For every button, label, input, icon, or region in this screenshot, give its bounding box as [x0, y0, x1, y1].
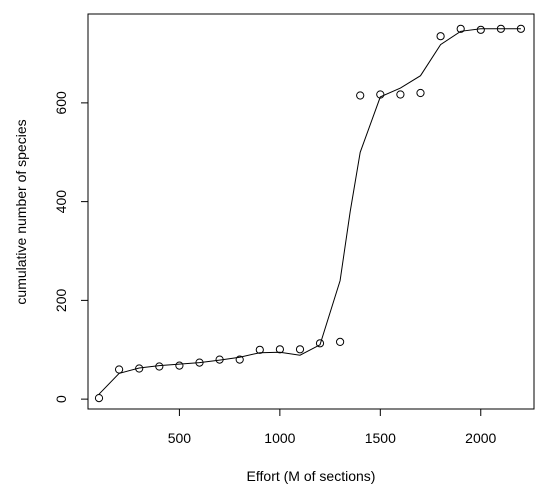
data-point	[235, 355, 244, 364]
data-point	[175, 361, 184, 370]
x-tick-label: 500	[168, 430, 192, 446]
x-axis: 500 1000 1500 2000	[168, 408, 497, 446]
point-layer	[94, 24, 526, 403]
y-axis: 0 200 400 600	[53, 91, 89, 403]
y-tick-label: 200	[53, 288, 69, 312]
data-point	[215, 355, 224, 364]
data-point	[295, 345, 305, 354]
data-point	[496, 24, 505, 33]
y-tick-label: 0	[53, 395, 69, 403]
data-point	[336, 337, 345, 346]
data-point	[94, 394, 104, 403]
line-layer	[98, 28, 521, 395]
y-tick-label: 600	[53, 91, 69, 115]
data-point	[255, 345, 264, 354]
data-point	[396, 90, 405, 99]
data-point	[315, 339, 325, 348]
data-point	[516, 24, 526, 33]
data-point	[356, 91, 365, 100]
x-tick-label: 1500	[365, 430, 396, 446]
data-point	[476, 25, 485, 34]
data-point	[436, 32, 445, 41]
data-point	[376, 90, 385, 99]
data-point	[135, 364, 144, 373]
smoothed-trend-line	[98, 28, 521, 395]
x-tick-label: 2000	[465, 430, 496, 446]
x-tick-label: 1000	[264, 430, 295, 446]
y-axis-label: cumulative number of species	[13, 119, 29, 304]
data-point	[275, 345, 284, 354]
data-point	[115, 365, 124, 374]
y-tick-label: 400	[53, 190, 69, 214]
data-point	[456, 24, 465, 33]
data-point	[195, 358, 204, 367]
data-point	[416, 88, 425, 98]
x-axis-label: Effort (M of sections)	[247, 468, 376, 484]
data-point	[155, 362, 164, 371]
